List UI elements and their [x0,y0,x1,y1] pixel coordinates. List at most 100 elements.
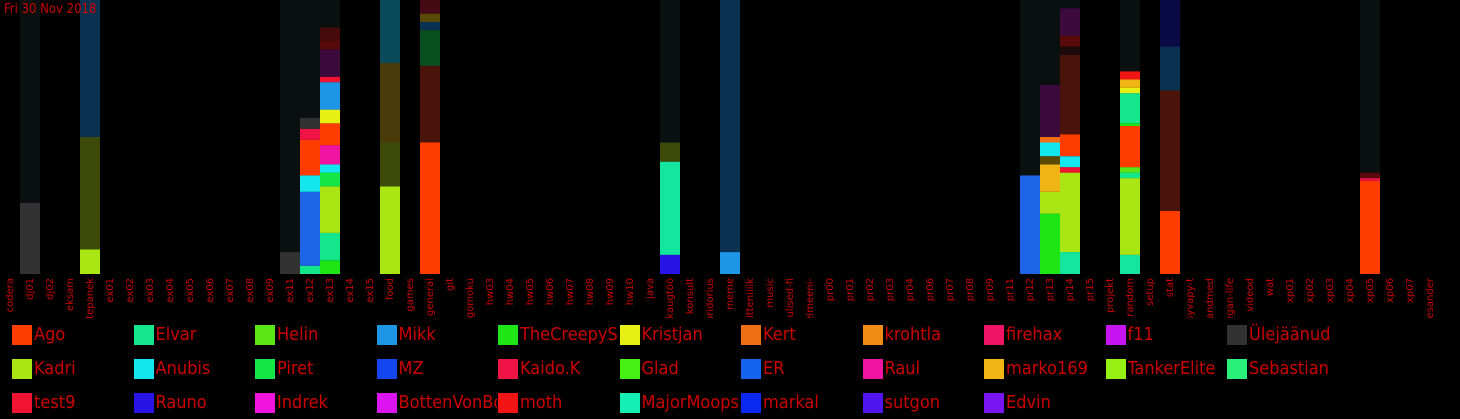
legend-label: Glad [641,358,679,379]
bar-segment-pr14-8 [1060,8,1080,36]
bar-segment-ex13-12 [320,27,340,42]
bar-segment-meme-0 [720,252,740,274]
legend-item: Rauno [133,390,254,416]
x-tick-label: vegan-life [1225,278,1236,318]
x-tick-label: konsult [685,278,696,314]
bar-segment-pr13-0 [1040,213,1060,274]
x-tick-label: dj01 [25,278,36,300]
x-tick-label: general [425,278,436,316]
legend-item: Indrek [255,390,375,416]
legend-label: test9 [34,392,76,413]
bar-segment-random-7 [1120,87,1140,94]
x-tick-label: hw10 [625,278,636,305]
legend-item: Helin [255,322,375,348]
bar-segment-kaugtöö-3 [660,0,680,143]
legend-swatch [12,359,32,379]
bar-segment-pr13-1 [1040,191,1060,214]
bar-segment-ex13-3 [320,172,340,187]
x-tick-label: setup [1145,278,1156,306]
x-tick-label: eksam [65,278,76,311]
bar-segment-random-2 [1120,172,1140,179]
x-tick-label: projekt [1105,278,1116,313]
bar-segment-pr13-5 [1040,137,1060,143]
x-tick-label: ex03 [145,278,156,303]
legend-item: f11 [1105,322,1226,348]
x-tick-label: food [385,278,396,300]
legend-item: firehax [984,322,1104,348]
bar-segment-ex13-5 [320,145,340,165]
bar-segment-xp05-1 [1360,178,1380,181]
bar-segment-ex12-5 [300,117,320,129]
x-tick-label: koridorius [705,278,716,318]
bar-segment-pr14-6 [1060,46,1080,55]
legend-item: ER [741,356,861,382]
x-tick-label: pr06 [925,278,936,301]
x-tick-label: teadaandmed [1205,278,1216,318]
bar-segment-pr14-7 [1060,35,1080,47]
legend-swatch [133,393,154,413]
bar-segment-ex12-4 [300,128,320,140]
x-tick-label: ex11 [285,278,296,303]
bar-segment-pr14-4 [1060,134,1080,157]
x-tick-label: pr01 [845,278,856,301]
bar-segment-dj01-0 [20,202,40,274]
x-tick-label: pr14 [1065,278,1076,301]
bar-segment-random-10 [1120,0,1140,72]
legend-swatch [862,359,883,379]
bar-segment-pr14-5 [1060,54,1080,135]
legend-label: Kaido.K [520,358,581,379]
bar-segment-ex13-9 [320,76,340,83]
bar-segment-xp05-3 [1360,0,1380,173]
legend-label: Anubis [155,358,211,379]
x-tick-label: xp02 [1305,278,1316,303]
bar-segment-ex13-6 [320,123,340,146]
x-tick-label: hw07 [565,278,576,305]
x-tick-label: pr13 [1045,278,1056,301]
legend-item: Ülejäänud [1227,322,1347,348]
x-tick-label: ex05 [185,278,196,303]
x-tick-label: random [1125,278,1136,317]
legend-label: Edvin [1006,392,1051,413]
bar-segment-pr14-3 [1060,156,1080,168]
legend-item: Edvin [984,390,1104,416]
legend-item: MZ [376,356,497,382]
bar-segment-xp05-0 [1360,180,1380,274]
legend-swatch [255,359,275,379]
legend-label: Ago [34,324,66,345]
bar-segment-random-4 [1120,126,1140,168]
x-tick-label: pr03 [885,278,896,301]
x-tick-label: videod [1245,278,1256,312]
legend-swatch [741,359,761,379]
x-tick-label: ex15 [365,278,376,303]
legend-label: markal [763,392,819,413]
x-tick-label: pr09 [985,278,996,301]
legend-item: krohtla [862,322,983,348]
bar-segment-xp05-2 [1360,172,1380,179]
x-tick-label: hw08 [585,278,596,305]
bar-segment-pr14-9 [1060,0,1080,9]
bar-segment-ex11-0 [280,252,300,274]
x-tick-label: ex04 [165,278,176,303]
legend-swatch [741,393,761,413]
legend-label: Kert [763,324,796,345]
bar-segment-kaugtöö-2 [660,142,680,162]
legend-label: TankerElite [1127,358,1216,379]
legend-swatch [741,325,761,345]
x-tick-label: pr08 [965,278,976,301]
bar-segment-random-3 [1120,167,1140,173]
x-tick-label: java [645,278,656,300]
bar-segment-ex12-6 [300,0,320,118]
x-tick-label: xp06 [1385,278,1396,303]
x-tick-label: hw05 [525,278,536,305]
legend-item: BottenVonBot [376,390,497,416]
legend-swatch [862,325,883,345]
legend-swatch [619,359,640,379]
bar-segment-meme-1 [720,0,740,253]
bar-segment-ex12-3 [300,139,320,176]
legend-label: f11 [1127,324,1154,345]
x-tick-label: pelmeeni- [805,278,816,318]
bar-segment-pr14-1 [1060,172,1080,253]
legend-swatch [1227,359,1247,379]
legend-swatch [255,325,275,345]
bar-segment-random-1 [1120,178,1140,255]
